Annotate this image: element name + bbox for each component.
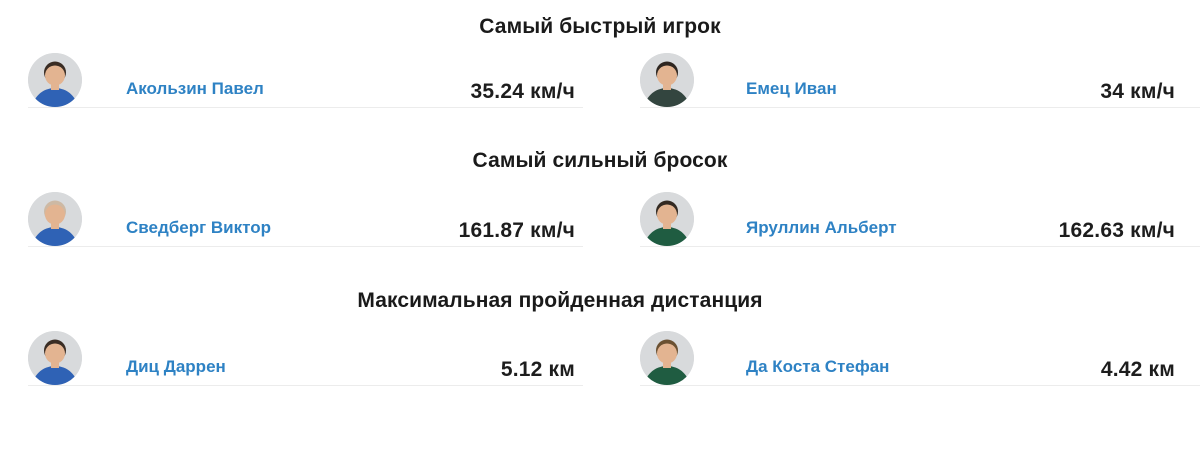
player-name-link[interactable]: Яруллин Альберт (746, 218, 897, 237)
player-stat-value: 161.87 км/ч (458, 219, 575, 242)
section-title-hardest-shot: Самый сильный бросок (472, 149, 728, 172)
player-photo-placeholder-icon (640, 53, 694, 107)
player-stat-value: 4.42 км (1100, 358, 1175, 381)
player-photo-placeholder-icon (28, 331, 82, 385)
player-row: Акользин Павел 35.24 км/ч (28, 53, 583, 108)
player-stat-value: 5.12 км (500, 358, 575, 381)
player-row: Диц Даррен 5.12 км (28, 331, 583, 386)
player-photo-placeholder-icon (640, 192, 694, 246)
player-name-link[interactable]: Сведберг Виктор (126, 218, 271, 237)
section-title-fastest-player: Самый быстрый игрок (479, 15, 721, 38)
player-photo-placeholder-icon (28, 192, 82, 246)
section-title-max-distance: Максимальная пройденная дистанция (357, 289, 763, 312)
player-avatar[interactable] (28, 331, 82, 385)
player-stat-value: 35.24 км/ч (470, 80, 575, 103)
player-name-link[interactable]: Емец Иван (746, 79, 837, 98)
player-photo-placeholder-icon (28, 53, 82, 107)
player-avatar[interactable] (28, 192, 82, 246)
player-photo-placeholder-icon (640, 331, 694, 385)
player-name-link[interactable]: Да Коста Стефан (746, 357, 890, 376)
player-row: Да Коста Стефан 4.42 км (640, 331, 1200, 386)
player-row: Емец Иван 34 км/ч (640, 53, 1200, 108)
player-name-link[interactable]: Диц Даррен (126, 357, 226, 376)
player-stat-value: 34 км/ч (1100, 80, 1175, 103)
player-row: Яруллин Альберт 162.63 км/ч (640, 192, 1200, 247)
player-avatar[interactable] (28, 53, 82, 107)
player-name-link[interactable]: Акользин Павел (126, 79, 264, 98)
player-avatar[interactable] (640, 331, 694, 385)
player-avatar[interactable] (640, 53, 694, 107)
player-stat-value: 162.63 км/ч (1058, 219, 1175, 242)
player-avatar[interactable] (640, 192, 694, 246)
player-row: Сведберг Виктор 161.87 км/ч (28, 192, 583, 247)
